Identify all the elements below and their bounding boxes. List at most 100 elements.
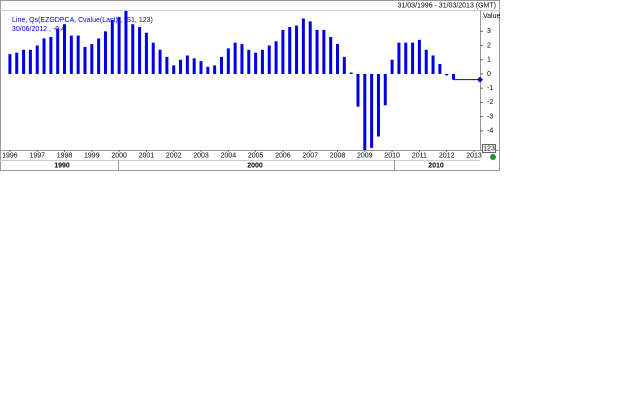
bar: [308, 21, 312, 74]
bar: [22, 49, 26, 74]
bar: [219, 56, 223, 74]
scale-box[interactable]: [482, 144, 496, 153]
bar: [383, 73, 387, 106]
chart-frame: [0, 0, 500, 171]
y-tick-label: 1: [487, 57, 491, 64]
bar: [315, 29, 319, 74]
bar: [165, 56, 169, 74]
bar: [90, 44, 94, 74]
x-tick-label: 2002: [166, 152, 182, 159]
legend-line: Line, Qs(EZGDPCA, Cvalue(Last)), (S1, 12…: [12, 17, 153, 24]
x-tick-label: 1999: [84, 152, 100, 159]
bar: [301, 18, 305, 74]
x-tick-label: 2012: [439, 152, 455, 159]
bar: [213, 65, 217, 74]
y-tick-label: -4: [487, 128, 493, 135]
x-tick-label: 2003: [193, 152, 209, 159]
bar: [452, 73, 456, 80]
bar: [370, 73, 374, 148]
bar: [342, 56, 346, 74]
bar: [192, 58, 196, 74]
status-dot: [490, 154, 496, 160]
bar: [97, 38, 101, 74]
bar: [247, 49, 251, 74]
bar: [424, 49, 428, 74]
decade-label: 2000: [247, 162, 263, 169]
bar: [260, 49, 264, 74]
x-tick-label: 2004: [221, 152, 237, 159]
bar: [144, 32, 148, 74]
bar: [288, 27, 292, 74]
decade-label: 1990: [54, 162, 70, 169]
bar: [8, 54, 12, 74]
bar: [83, 46, 87, 74]
bar: [349, 72, 353, 74]
x-tick-label: 2009: [357, 152, 373, 159]
bar: [138, 27, 142, 74]
bar: [281, 29, 285, 74]
x-tick-label: 2001: [139, 152, 155, 159]
bar: [397, 42, 401, 74]
bar: [158, 49, 162, 74]
y-axis-label: Value: [483, 13, 500, 20]
bar: [336, 44, 340, 74]
bar: [363, 73, 367, 150]
x-tick-label: 1996: [2, 152, 18, 159]
bar: [390, 59, 394, 74]
y-tick-label: 3: [487, 28, 491, 35]
x-tick-label: 2013: [466, 152, 482, 159]
bar: [240, 44, 244, 74]
y-tick-label: 0: [487, 71, 491, 78]
bar: [172, 65, 176, 74]
bar: [329, 37, 333, 74]
bar: [56, 28, 60, 74]
x-tick-label: 2011: [412, 152, 427, 159]
x-tick-label: 2010: [384, 152, 400, 159]
date-range: 31/03/1996 - 31/03/2013 (GMT): [398, 2, 496, 9]
last-value-marker: [477, 76, 483, 83]
bar: [63, 24, 67, 74]
bar: [411, 42, 415, 74]
bar: [76, 35, 80, 74]
bar: [124, 11, 128, 74]
x-tick-label: 2006: [275, 152, 291, 159]
bar: [185, 55, 189, 74]
bar: [206, 66, 210, 74]
y-tick-label: 2: [487, 42, 491, 49]
bar: [49, 37, 53, 74]
bar: [417, 39, 421, 74]
bar: [295, 25, 299, 74]
bar: [267, 45, 271, 74]
y-tick-label: -2: [487, 99, 493, 106]
y-tick-label: -3: [487, 113, 493, 120]
x-tick-label: 1997: [29, 152, 45, 159]
bar: [42, 38, 46, 74]
scale-label[interactable]: 123: [483, 145, 495, 152]
x-tick-label: 2005: [248, 152, 264, 159]
x-tick-label: 2007: [302, 152, 318, 159]
bar: [233, 42, 237, 74]
bar: [404, 42, 408, 74]
bar: [179, 59, 183, 74]
bar: [254, 52, 258, 74]
x-tick-label: 2008: [330, 152, 346, 159]
bar: [110, 19, 114, 74]
x-tick-label: 2000: [111, 152, 127, 159]
bar: [226, 48, 230, 74]
x-tick-label: 1998: [57, 152, 73, 159]
bar: [438, 64, 442, 74]
bar: [274, 41, 278, 74]
bar: [117, 17, 121, 74]
bar: [322, 29, 326, 74]
bar: [69, 35, 73, 74]
bar: [103, 31, 107, 74]
bar: [35, 45, 39, 74]
bar: [445, 73, 449, 76]
decade-label: 2010: [428, 162, 444, 169]
legend-line: 30/06/2012 , -0.4: [12, 26, 65, 33]
plot-area: [8, 11, 456, 150]
bar: [376, 73, 380, 137]
bar: [199, 61, 203, 74]
